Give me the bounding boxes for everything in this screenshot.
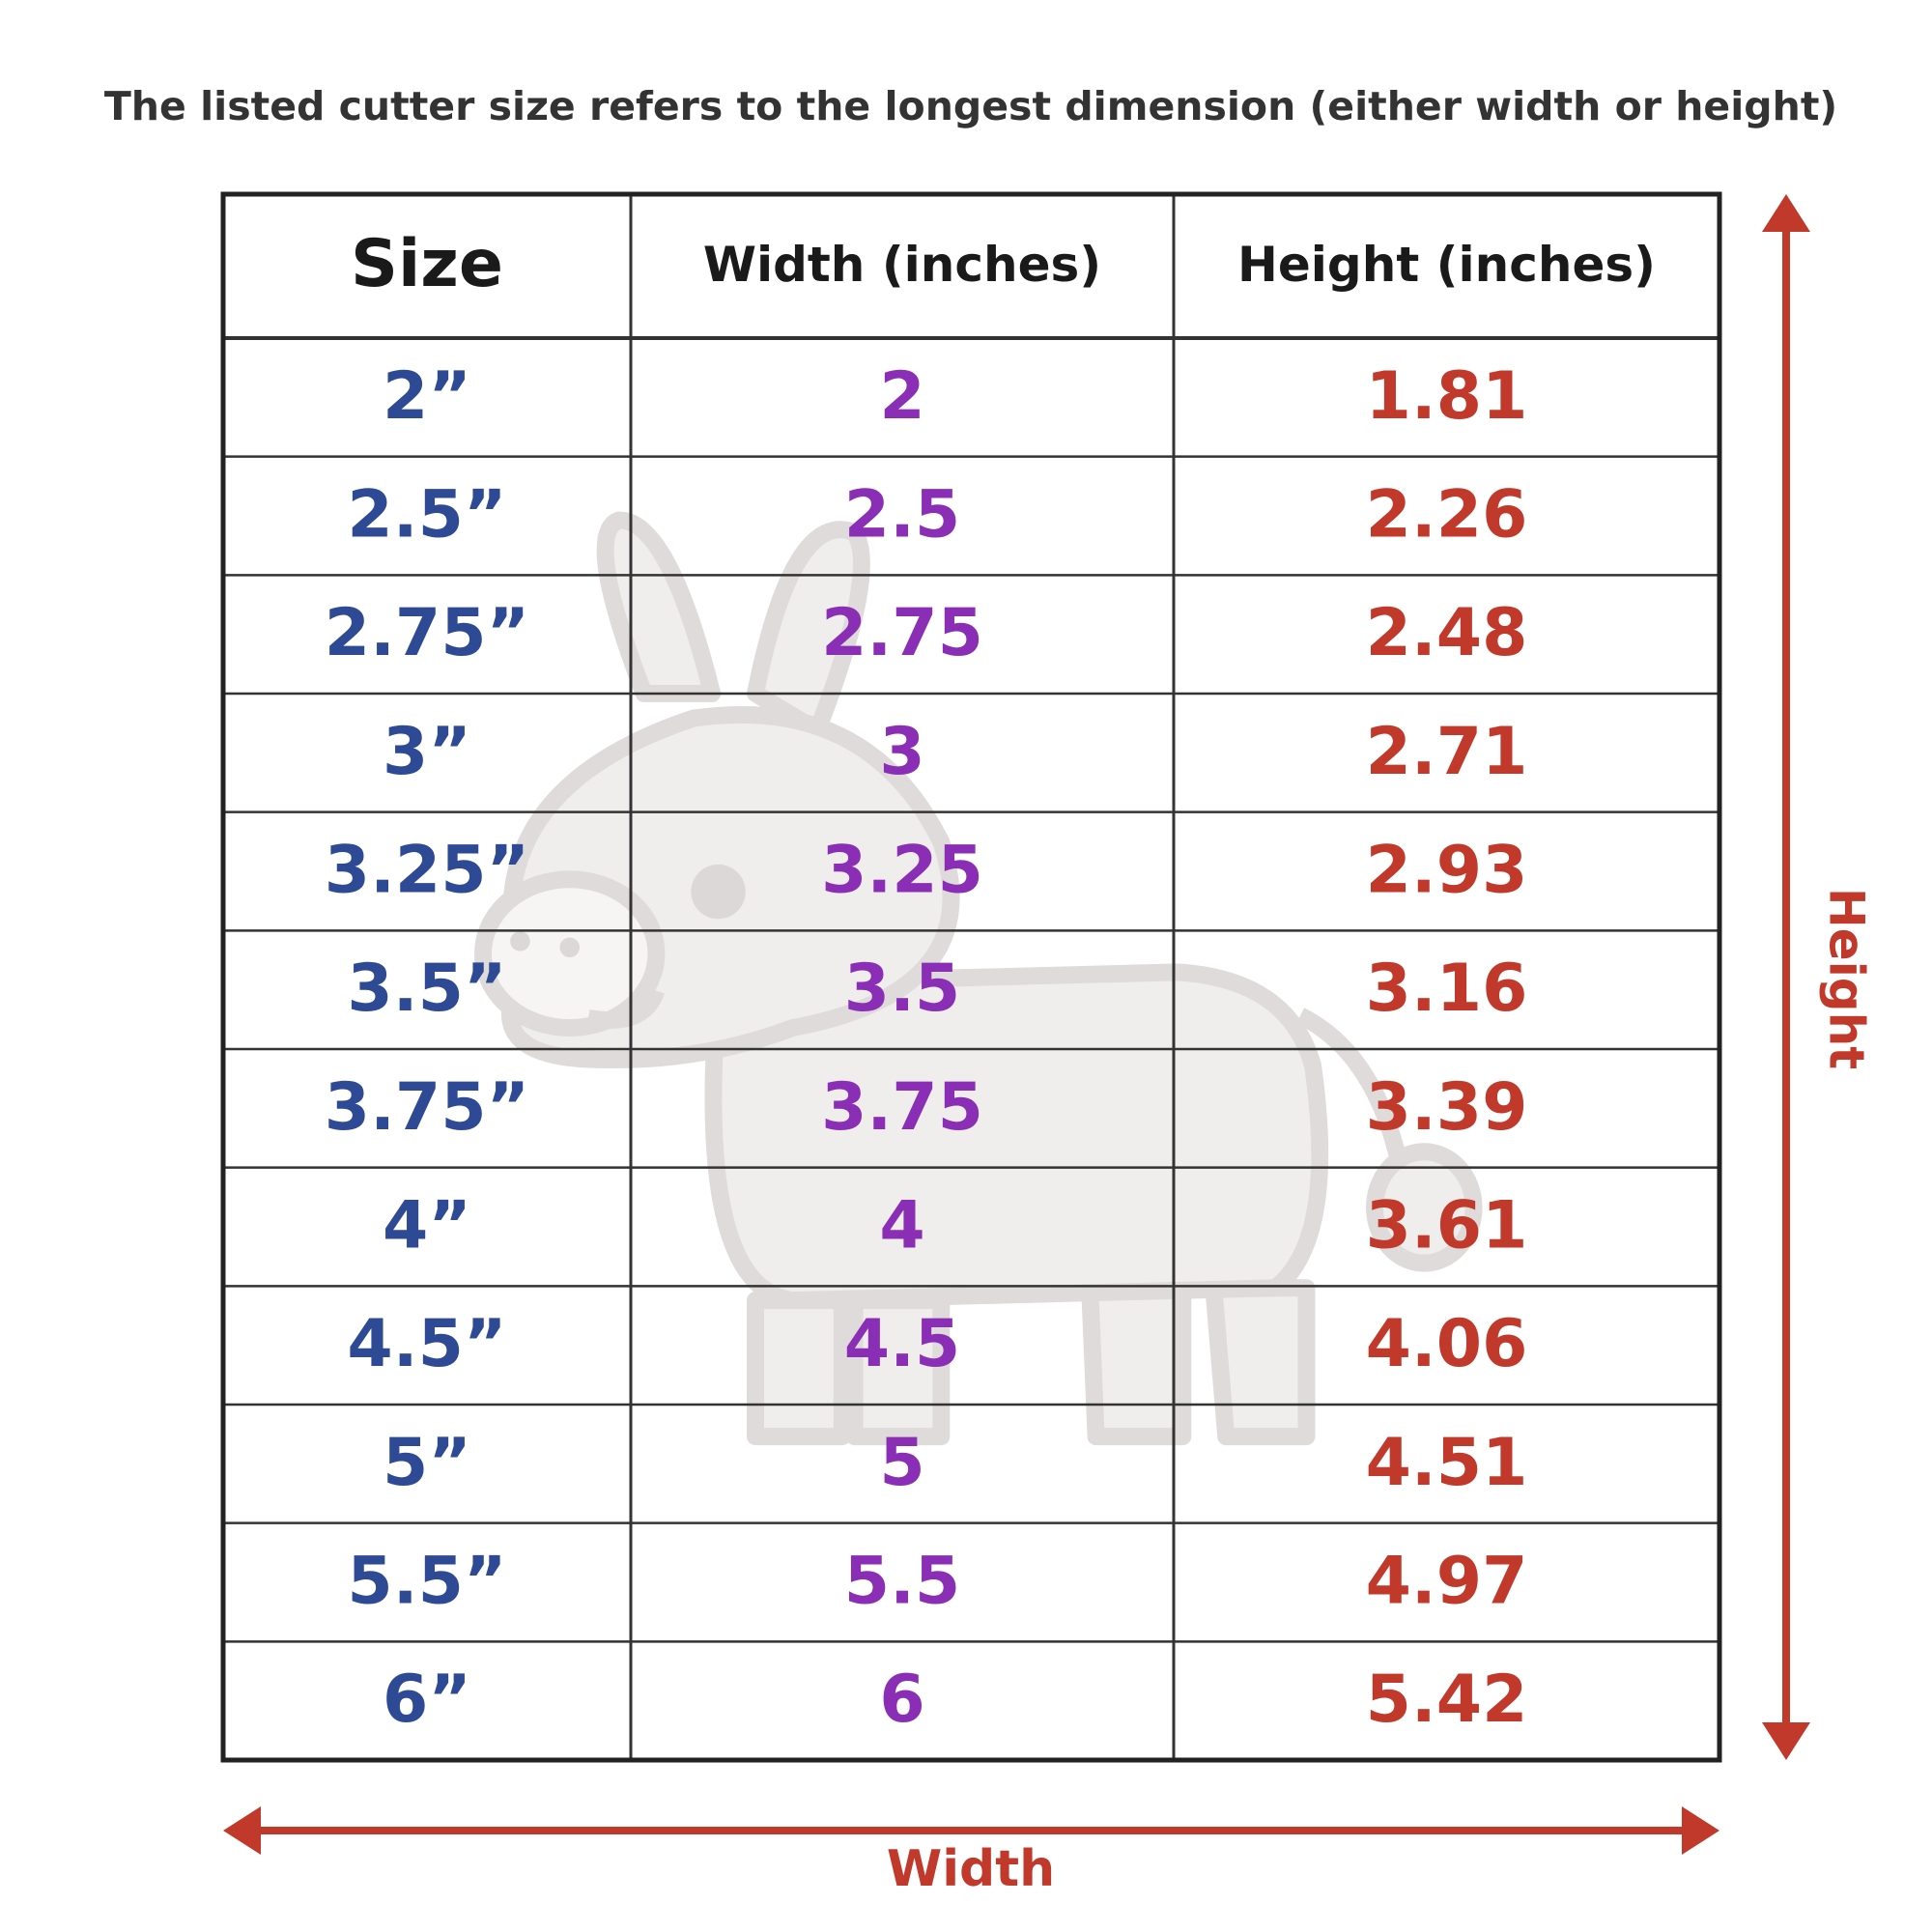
table-cell: 4.97: [1366, 1544, 1528, 1620]
width-arrow: [223, 1806, 1719, 1855]
table-cell: 2.75”: [325, 595, 529, 671]
column-header: Width (inches): [703, 237, 1101, 293]
table: Size Width (inches) Height (inches) 2” 2 1.81…: [220, 191, 1722, 1763]
table-cell: 2.5: [844, 477, 960, 554]
table-cell: 3.61: [1366, 1188, 1528, 1264]
width-label: Width: [887, 1840, 1055, 1898]
table-cell: 3.75”: [325, 1069, 529, 1146]
table-cell: 6”: [383, 1662, 471, 1738]
table-cell: 5.5”: [347, 1544, 506, 1620]
table-cell: 3.25: [821, 833, 983, 909]
table-cell: 3.75: [821, 1069, 983, 1146]
table-cell: 2.93: [1366, 833, 1528, 909]
table-cell: 4.5: [844, 1306, 960, 1382]
table-cell: 5.42: [1366, 1662, 1528, 1738]
table-cell: 1.81: [1366, 358, 1528, 435]
table-cell: 3.25”: [325, 833, 529, 909]
table-cell: 3.5”: [347, 951, 506, 1027]
table-cell: 5”: [383, 1425, 471, 1501]
height-label: Height: [1819, 888, 1875, 1069]
height-arrow: [1762, 194, 1810, 1760]
table-cell: 6: [879, 1662, 924, 1738]
table-cell: 3.16: [1366, 951, 1528, 1027]
column-header: Height (inches): [1237, 237, 1656, 293]
table-cell: 3: [879, 714, 924, 790]
table-cell: 3.5: [844, 951, 960, 1027]
table-cell: 4: [879, 1188, 924, 1264]
table-cell: 2.26: [1366, 477, 1528, 554]
table-cell: 3.39: [1366, 1069, 1528, 1146]
column-header: Size: [351, 226, 503, 302]
table-cell: 4”: [383, 1188, 471, 1264]
table-cell: 2.48: [1366, 595, 1528, 671]
table-cell: 2: [879, 358, 924, 435]
table-cell: 2.71: [1366, 714, 1528, 790]
table-cell: 5: [879, 1425, 924, 1501]
donkey-watermark: [474, 511, 1483, 1446]
table-cell: 2.75: [821, 595, 983, 671]
table-cell: 4.51: [1366, 1425, 1528, 1501]
table-cell: 2”: [383, 358, 471, 435]
table-cell: 3”: [383, 714, 471, 790]
table-border: [220, 191, 1722, 1763]
note: The listed cutter size refers to the lon…: [104, 83, 1837, 129]
table-cell: 4.5”: [347, 1306, 506, 1382]
table-cell: 2.5”: [347, 477, 506, 554]
table-cell: 4.06: [1366, 1306, 1528, 1382]
table-cell: 5.5: [844, 1544, 960, 1620]
